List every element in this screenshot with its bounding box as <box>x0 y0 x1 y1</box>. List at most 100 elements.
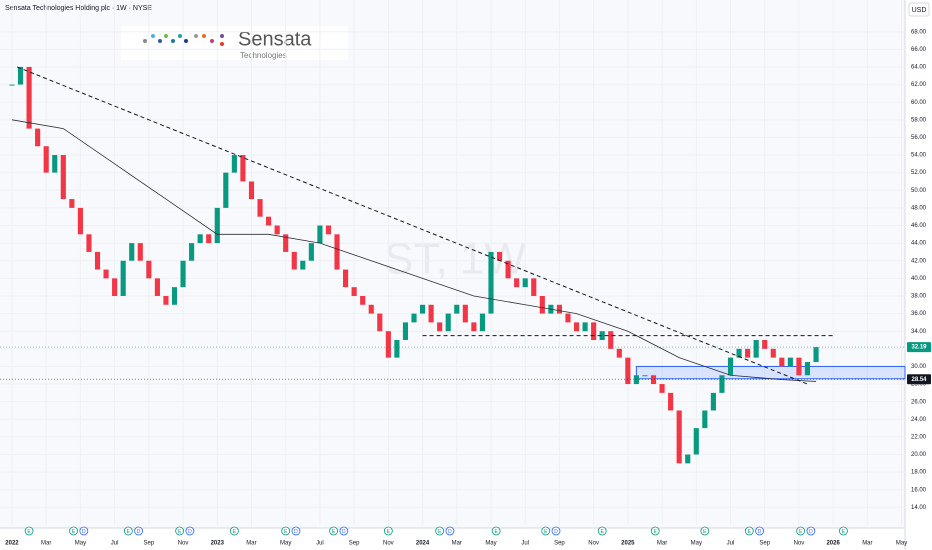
candle <box>197 234 203 244</box>
candle <box>231 155 237 173</box>
y-tick-label: 50.00 <box>911 188 927 194</box>
candle <box>539 295 545 314</box>
event-label: E <box>799 529 803 535</box>
candle <box>171 287 178 305</box>
candle <box>411 313 417 323</box>
x-tick-label: Sep <box>143 541 154 547</box>
event-label: D <box>294 529 298 535</box>
candle <box>710 392 716 411</box>
candle <box>266 216 272 226</box>
y-tick-label: 56.00 <box>911 135 927 141</box>
candle <box>804 362 811 376</box>
event-marker <box>806 526 816 536</box>
event-marker <box>79 526 89 536</box>
price-label-box <box>907 374 931 385</box>
price-label: 32.19 <box>911 345 927 351</box>
x-tick-label: 2022 <box>5 541 19 547</box>
y-tick-label: 58.00 <box>911 117 927 123</box>
x-tick-label: Nov <box>794 541 805 547</box>
watermark: ST, 1W <box>384 235 526 284</box>
candle <box>308 243 314 261</box>
y-tick-label: 18.00 <box>911 470 927 476</box>
candle <box>591 322 597 341</box>
x-tick-label: Mar <box>862 541 872 547</box>
y-tick-label: 24.00 <box>911 417 927 423</box>
y-tick-label: 66.00 <box>911 47 927 53</box>
event-label: E <box>703 529 707 535</box>
event-label: D <box>188 529 192 535</box>
event-marker <box>69 526 78 536</box>
candle <box>214 207 220 244</box>
candle <box>419 304 426 314</box>
candle <box>787 357 793 367</box>
event-label: E <box>544 529 548 535</box>
candle <box>146 260 152 279</box>
x-tick-label: Nov <box>178 541 189 547</box>
event-marker <box>383 526 393 536</box>
moving-average <box>11 119 817 382</box>
event-marker <box>123 526 133 536</box>
candle <box>437 322 443 332</box>
candle <box>86 234 92 252</box>
candle <box>642 375 648 377</box>
candle <box>779 357 785 367</box>
candle <box>154 278 160 296</box>
candle <box>368 304 374 314</box>
x-tick-label: Sep <box>759 541 770 547</box>
candle <box>240 155 246 182</box>
candle <box>300 260 306 270</box>
candle <box>428 304 434 323</box>
event-marker <box>796 526 806 536</box>
candle <box>616 348 622 358</box>
y-tick-label: 20.00 <box>911 452 927 458</box>
candle <box>274 225 280 235</box>
event-label: E <box>438 529 442 535</box>
candle <box>69 199 75 208</box>
event-marker <box>24 526 34 536</box>
event-label: D <box>448 529 452 535</box>
y-tick-label: 64.00 <box>911 65 927 71</box>
x-tick-label: May <box>896 541 907 547</box>
y-tick-label: 54.00 <box>911 153 927 159</box>
event-marker <box>281 526 291 536</box>
candle <box>17 66 24 85</box>
candle <box>402 322 409 341</box>
event-marker <box>435 526 445 536</box>
candle <box>625 357 631 385</box>
event-marker <box>744 526 754 536</box>
candle <box>727 357 734 376</box>
y-tick-label: 42.00 <box>911 258 927 264</box>
event-marker <box>175 526 185 536</box>
candle <box>60 155 66 200</box>
event-label: E <box>748 529 752 535</box>
y-tick-label: 48.00 <box>911 205 927 211</box>
candle <box>26 66 32 129</box>
event-marker <box>445 526 455 536</box>
event-marker <box>551 526 561 536</box>
event-label: D <box>137 529 141 535</box>
event-marker <box>541 526 551 536</box>
candle <box>582 322 588 332</box>
candle <box>479 313 486 332</box>
x-tick-label: May <box>691 541 702 547</box>
currency-box <box>908 2 930 17</box>
candle <box>77 207 83 235</box>
event-label: D <box>342 529 346 535</box>
event-marker <box>329 526 339 536</box>
candle <box>35 128 41 147</box>
candle <box>573 322 580 332</box>
candle <box>462 304 468 323</box>
y-tick-label: 26.00 <box>911 399 927 405</box>
x-tick-label: Jul <box>521 541 529 547</box>
event-label: E <box>654 529 658 535</box>
candle <box>650 375 657 385</box>
candle <box>206 234 212 244</box>
y-tick-label: 44.00 <box>911 241 927 247</box>
event-marker <box>491 526 501 536</box>
candle <box>676 410 682 464</box>
y-tick-label: 28.00 <box>911 382 927 388</box>
x-tick-label: May <box>485 541 496 547</box>
candle <box>685 454 691 464</box>
event-label: E <box>233 529 237 535</box>
